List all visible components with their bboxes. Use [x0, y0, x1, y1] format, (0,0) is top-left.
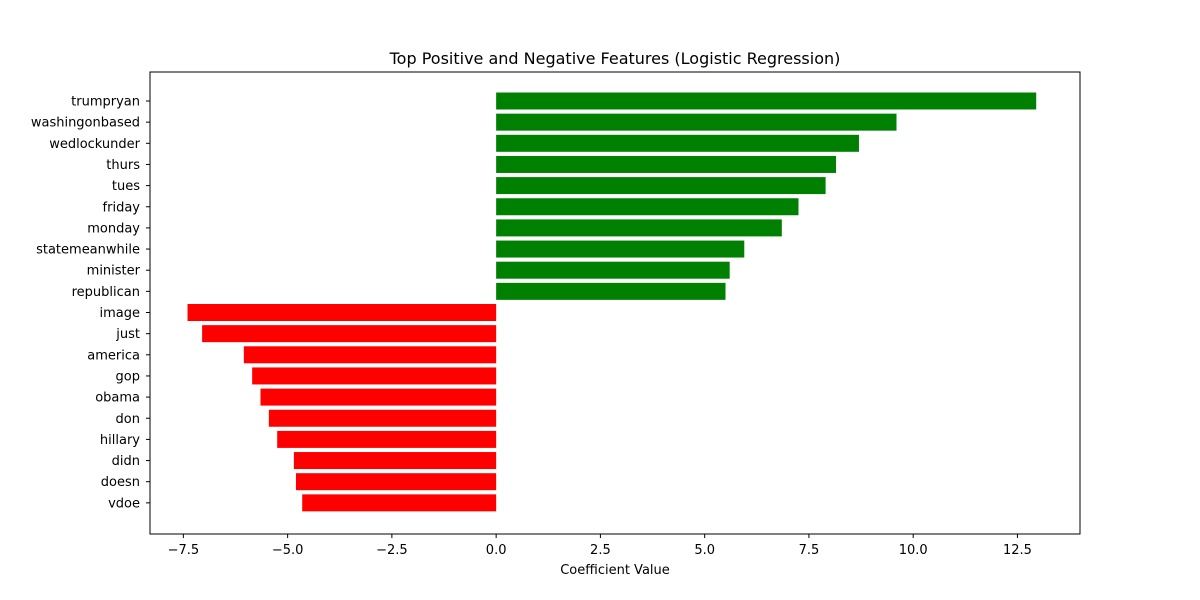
- bar-friday: [496, 198, 799, 216]
- y-tick-label-statemeanwhile: statemeanwhile: [36, 243, 140, 258]
- y-tick-labels: trumpryan washingonbased wedlockunder thurs…: [31, 95, 150, 511]
- bar-hillary: [277, 430, 497, 448]
- y-tick-label-gop: gop: [116, 369, 140, 384]
- plot-frame: [149, 71, 1081, 535]
- y-tick-label-america: america: [87, 348, 140, 363]
- bar-monday: [496, 219, 782, 237]
- x-tick-label: 10.0: [899, 543, 928, 558]
- chart-title: Top Positive and Negative Features (Logi…: [389, 49, 841, 68]
- bar-vdoe: [302, 494, 497, 512]
- y-tick-label-thurs: thurs: [106, 158, 140, 173]
- y-tick-label-trumpryan: trumpryan: [71, 95, 140, 110]
- bar-doesn: [295, 473, 497, 491]
- y-tick-label-minister: minister: [87, 264, 141, 279]
- x-tick-label: 7.5: [799, 543, 820, 558]
- y-tick-label-obama: obama: [95, 391, 140, 406]
- bar-don: [268, 409, 497, 427]
- bar-tues: [496, 177, 826, 195]
- y-tick-label-tues: tues: [112, 179, 140, 194]
- bar-trumpryan: [496, 92, 1037, 110]
- bar-wedlockunder: [496, 134, 859, 152]
- bar-gop: [252, 367, 497, 385]
- bars-group: [187, 92, 1037, 512]
- y-tick-label-vdoe: vdoe: [108, 496, 140, 511]
- x-ticks: −7.5 −5.0 −2.5 0.0 2.5 5.0 7.5 10.0 12.5: [168, 534, 1032, 558]
- bar-statemeanwhile: [496, 240, 745, 258]
- y-tick-label-image: image: [100, 306, 141, 321]
- bar-didn: [293, 452, 497, 470]
- bar-minister: [496, 261, 730, 279]
- bar-republican: [496, 282, 726, 300]
- y-tick-label-don: don: [116, 412, 140, 427]
- x-tick-label: −7.5: [168, 543, 200, 558]
- bar-obama: [260, 388, 497, 406]
- y-tick-label-friday: friday: [103, 200, 141, 215]
- y-tick-label-washingonbased: washingonbased: [31, 116, 140, 131]
- bar-washingonbased: [496, 113, 897, 131]
- y-tick-label-republican: republican: [72, 285, 140, 300]
- x-tick-label: 2.5: [590, 543, 611, 558]
- y-tick-label-doesn: doesn: [101, 475, 140, 490]
- y-tick-label-didn: didn: [112, 454, 140, 469]
- x-tick-label: −2.5: [376, 543, 408, 558]
- y-tick-label-monday: monday: [87, 221, 140, 236]
- x-axis-label: Coefficient Value: [560, 563, 670, 578]
- x-tick-label: −5.0: [272, 543, 304, 558]
- bar-just: [202, 325, 497, 343]
- y-tick-label-wedlockunder: wedlockunder: [49, 137, 140, 152]
- y-tick-label-just: just: [115, 327, 140, 342]
- x-tick-label: 0.0: [486, 543, 507, 558]
- bar-image: [187, 304, 497, 321]
- x-tick-label: 12.5: [1003, 543, 1032, 558]
- x-tick-label: 5.0: [694, 543, 715, 558]
- bar-thurs: [496, 155, 837, 173]
- y-tick-label-hillary: hillary: [100, 433, 140, 448]
- bar-america: [243, 346, 497, 364]
